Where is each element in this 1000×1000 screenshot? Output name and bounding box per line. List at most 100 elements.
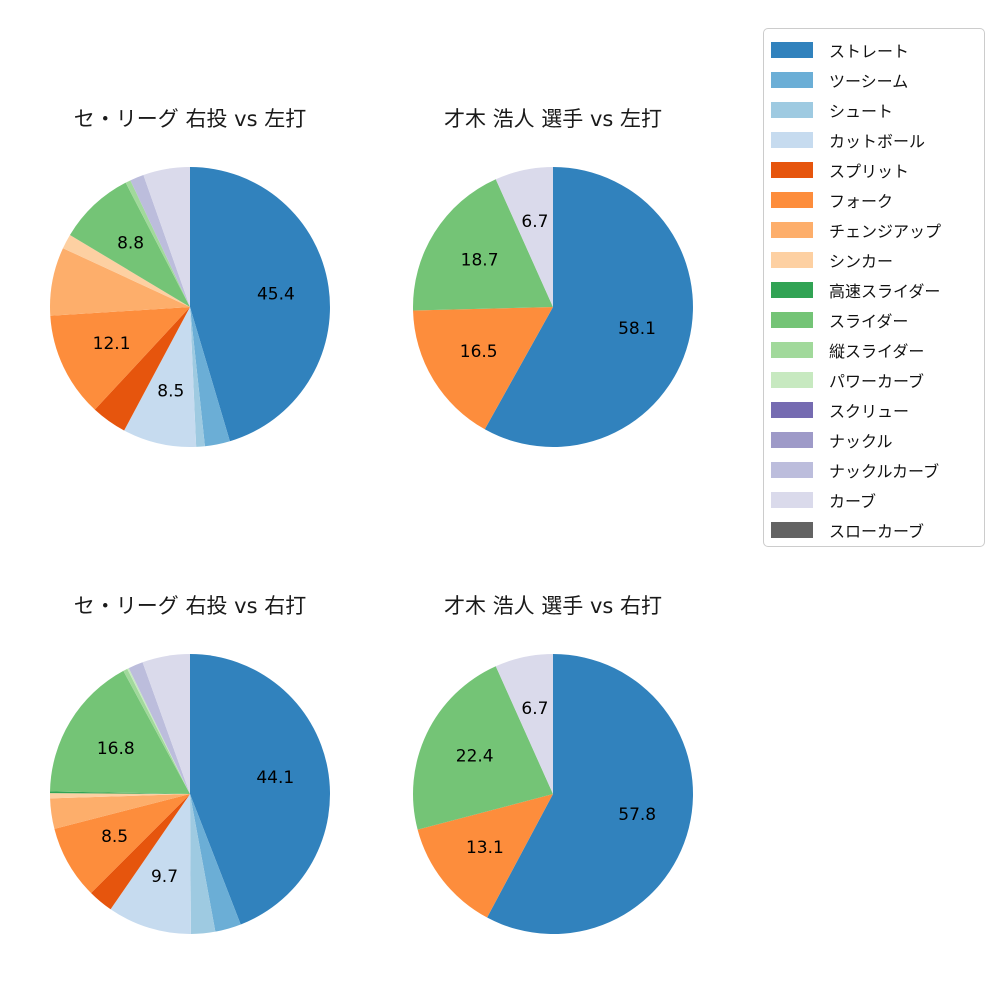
pie-value-label-slider: 8.8 [117, 234, 144, 254]
legend-item-label: スローカーブ [829, 522, 925, 541]
pie-saiki-vs-left: 58.1 16.5 18.7 6.7 [412, 167, 693, 447]
pie-slice-shoot [190, 794, 216, 934]
pie-slice-sinker [49, 793, 190, 799]
pie-slice-curve [142, 654, 190, 794]
pie-value-label-fork: 13.1 [466, 838, 504, 858]
legend-item-label: カットボール [829, 132, 926, 151]
legend-swatch-shoot [771, 102, 813, 118]
pie-slice-changeup [50, 794, 190, 829]
legend-item-label: カーブ [829, 492, 877, 511]
legend-swatch-two-seam [771, 72, 813, 88]
legend-item-label: ナックルカーブ [829, 462, 940, 481]
legend-swatch-knuckle-curve [771, 462, 813, 478]
legend-item-fork: フォーク [771, 185, 984, 215]
pie-value-label-cut-ball: 9.7 [151, 867, 178, 887]
pie-slice-slider [50, 670, 190, 794]
legend-item-label: シュート [829, 102, 894, 121]
legend-item-curve: カーブ [771, 485, 984, 515]
pie-slice-fork [54, 794, 191, 893]
chart-title: セ・リーグ 右投 vs 左打 [73, 107, 307, 131]
legend-swatch-split [771, 162, 813, 178]
pie-slice-slider [69, 182, 190, 307]
pie-slice-fork [50, 307, 190, 410]
pie-slice-split [91, 794, 190, 910]
legend-item-label: ストレート [829, 42, 910, 61]
legend-item-label: 縦スライダー [829, 342, 925, 361]
legend-swatch-changeup [771, 222, 813, 238]
pie-slice-split [94, 307, 190, 431]
pie-value-label-fork: 8.5 [101, 827, 128, 847]
pie-chart-saiki-vs-right: 才木 浩人 選手 vs 右打 57.8 13.1 22.4 6.7 [403, 590, 703, 950]
legend-item-fast-slider: 高速スライダー [771, 275, 984, 305]
legend-item-label: 高速スライダー [829, 282, 941, 301]
legend-item-screw: スクリュー [771, 395, 984, 425]
pie-value-label-curve: 6.7 [521, 212, 548, 232]
pie-slice-changeup [50, 248, 191, 316]
pie-league-right-vs-right: 44.1 9.7 8.5 16.8 [49, 654, 331, 935]
legend-item-split: スプリット [771, 155, 984, 185]
legend-item-label: ナックル [829, 432, 893, 451]
legend-swatch-fast-slider [771, 282, 813, 298]
legend-item-sinker: シンカー [771, 245, 984, 275]
pie-value-label-cut-ball: 8.5 [157, 382, 184, 402]
legend-swatch-fork [771, 192, 813, 208]
legend-swatch-cut-ball [771, 132, 813, 148]
legend-item-label: チェンジアップ [829, 222, 942, 241]
legend-item-label: パワーカーブ [829, 372, 925, 391]
pie-value-label-curve: 6.7 [521, 699, 548, 719]
pie-slice-fork [413, 307, 553, 430]
chart-title: セ・リーグ 右投 vs 右打 [73, 594, 307, 618]
pie-slice-fork [417, 794, 553, 918]
legend-item-two-seam: ツーシーム [771, 65, 984, 95]
legend-swatch-slow-curve [771, 522, 813, 538]
legend-item-power-curve: パワーカーブ [771, 365, 984, 395]
legend-swatch-vertical-slider [771, 342, 813, 358]
legend-item-knuckle: ナックル [771, 425, 984, 455]
legend-swatch-knuckle [771, 432, 813, 448]
pie-slice-cut-ball [124, 307, 197, 447]
chart-title: 才木 浩人 選手 vs 左打 [443, 107, 663, 131]
pie-league-right-vs-left: 45.4 8.5 12.1 8.8 [50, 167, 330, 447]
pie-slice-two-seam [190, 794, 241, 932]
pie-slice-curve [495, 654, 553, 794]
legend-item-changeup: チェンジアップ [771, 215, 984, 245]
legend-item-label: スプリット [829, 162, 910, 181]
pie-chart-league-right-vs-left: セ・リーグ 右投 vs 左打 45.4 8.5 12.1 8.8 [40, 103, 340, 463]
legend-swatch-power-curve [771, 372, 813, 388]
pie-value-label-slider: 16.8 [97, 739, 135, 759]
legend-item-cut-ball: カットボール [771, 125, 984, 155]
pie-slice-knuckle-curve [128, 662, 190, 794]
legend-swatch-screw [771, 402, 813, 418]
pie-value-label-straight: 45.4 [257, 285, 295, 305]
legend-item-slow-curve: スローカーブ [771, 515, 984, 545]
legend-swatch-slider [771, 312, 813, 328]
legend-item-slider: スライダー [771, 305, 984, 335]
pie-slice-fast-slider [50, 791, 190, 794]
pie-chart-saiki-vs-left: 才木 浩人 選手 vs 左打 58.1 16.5 18.7 6.7 [403, 103, 703, 463]
pie-slice-curve [143, 167, 190, 307]
pie-value-label-slider: 22.4 [456, 747, 494, 767]
legend-item-shoot: シュート [771, 95, 984, 125]
pie-slice-cut-ball [110, 794, 191, 935]
pie-chart-league-right-vs-right: セ・リーグ 右投 vs 右打 44.1 9.7 8.5 16.8 [40, 590, 340, 950]
chart-title: 才木 浩人 選手 vs 右打 [443, 594, 663, 618]
legend-item-straight: ストレート [771, 35, 984, 65]
pie-value-label-fork: 12.1 [93, 334, 131, 354]
pie-slice-slider [412, 666, 553, 830]
legend-swatch-sinker [771, 252, 813, 268]
legend-item-label: スライダー [829, 312, 909, 331]
pie-value-label-fork: 16.5 [460, 342, 498, 362]
legend-swatch-curve [771, 492, 813, 508]
pie-slice-shoot [190, 307, 205, 447]
legend-item-label: シンカー [829, 252, 894, 271]
legend-item-knuckle-curve: ナックルカーブ [771, 455, 984, 485]
pie-slice-straight [190, 654, 331, 925]
pie-value-label-slider: 18.7 [461, 251, 499, 271]
legend-swatch-straight [771, 42, 813, 58]
pie-saiki-vs-right: 57.8 13.1 22.4 6.7 [412, 654, 693, 934]
pie-slice-power-curve [127, 668, 190, 794]
pie-slice-vertical-slider [123, 668, 190, 794]
legend: ストレートツーシームシュートカットボール スプリットフォークチェンジアップ シンカー… [763, 28, 985, 547]
pie-slice-slider [412, 179, 553, 311]
